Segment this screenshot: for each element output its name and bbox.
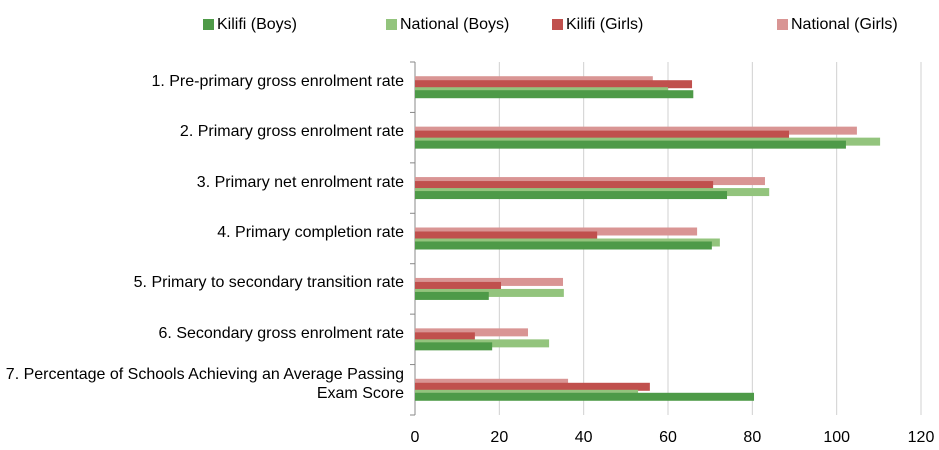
bar bbox=[415, 382, 650, 391]
x-tick-label: 120 bbox=[908, 429, 935, 446]
bar bbox=[415, 80, 693, 89]
y-tick-label: 4. Primary completion rate bbox=[217, 224, 404, 241]
x-tick-label: 100 bbox=[823, 429, 850, 446]
legend-label: National (Boys) bbox=[400, 16, 509, 33]
y-tick-label: 6. Secondary gross enrolment rate bbox=[158, 324, 404, 342]
bar bbox=[415, 342, 493, 351]
bar bbox=[415, 281, 502, 290]
legend-swatch bbox=[386, 19, 397, 30]
x-tick-label: 0 bbox=[411, 429, 420, 446]
bar bbox=[415, 130, 790, 139]
bar bbox=[415, 332, 475, 341]
y-tick-label: 5. Primary to secondary transition rate bbox=[133, 274, 404, 292]
bar bbox=[415, 90, 694, 99]
legend-label: Kilifi (Boys) bbox=[217, 16, 297, 33]
bar bbox=[415, 181, 714, 190]
legend-label: National (Girls) bbox=[791, 16, 898, 33]
bar bbox=[415, 191, 728, 200]
x-tick-label: 20 bbox=[490, 429, 508, 446]
bar bbox=[415, 241, 712, 250]
bar bbox=[415, 140, 846, 149]
bar bbox=[415, 291, 489, 300]
x-tick-label: 40 bbox=[575, 429, 593, 446]
y-tick-label: 3. Primary net enrolment rate bbox=[196, 173, 404, 191]
legend-label: Kilifi (Girls) bbox=[566, 16, 643, 33]
y-tick-label: 2. Primary gross enrolment rate bbox=[179, 123, 404, 141]
y-tick-label: 7. Percentage of Schools Achieving an Av… bbox=[5, 365, 404, 402]
bar bbox=[415, 392, 755, 401]
x-tick-label: 80 bbox=[743, 429, 761, 446]
bar bbox=[415, 231, 598, 240]
y-tick-label: 1. Pre-primary gross enrolment rate bbox=[151, 72, 404, 90]
legend-swatch bbox=[203, 19, 214, 30]
legend-swatch bbox=[777, 19, 788, 30]
x-tick-label: 60 bbox=[659, 429, 677, 446]
bar bbox=[415, 288, 564, 297]
legend-swatch bbox=[552, 19, 563, 30]
